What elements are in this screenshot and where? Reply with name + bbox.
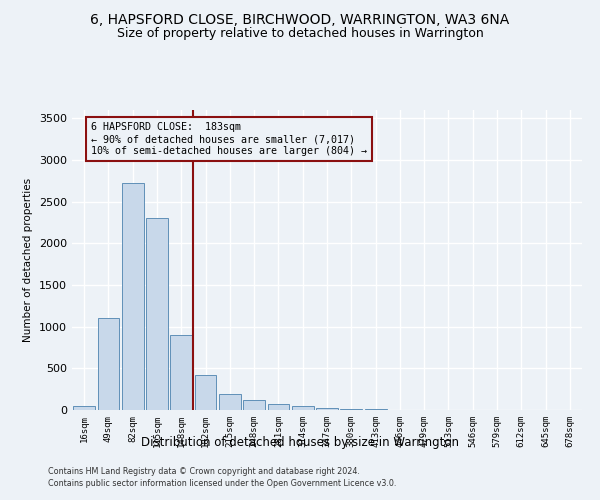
Bar	[122, 182, 143, 410]
Text: Contains HM Land Registry data © Crown copyright and database right 2024.: Contains HM Land Registry data © Crown c…	[48, 467, 360, 476]
Bar	[219, 394, 241, 410]
Text: 6, HAPSFORD CLOSE, BIRCHWOOD, WARRINGTON, WA3 6NA: 6, HAPSFORD CLOSE, BIRCHWOOD, WARRINGTON…	[91, 12, 509, 26]
Bar	[73, 406, 95, 410]
Text: Contains public sector information licensed under the Open Government Licence v3: Contains public sector information licen…	[48, 478, 397, 488]
Bar	[316, 408, 338, 410]
Bar	[170, 335, 192, 410]
Text: Size of property relative to detached houses in Warrington: Size of property relative to detached ho…	[116, 28, 484, 40]
Y-axis label: Number of detached properties: Number of detached properties	[23, 178, 34, 342]
Bar	[97, 318, 119, 410]
Bar	[292, 406, 314, 410]
Text: Distribution of detached houses by size in Warrington: Distribution of detached houses by size …	[141, 436, 459, 449]
Text: 6 HAPSFORD CLOSE:  183sqm
← 90% of detached houses are smaller (7,017)
10% of se: 6 HAPSFORD CLOSE: 183sqm ← 90% of detach…	[91, 122, 367, 156]
Bar	[268, 404, 289, 410]
Bar	[146, 218, 168, 410]
Bar	[340, 409, 362, 410]
Bar	[243, 400, 265, 410]
Bar	[194, 375, 217, 410]
